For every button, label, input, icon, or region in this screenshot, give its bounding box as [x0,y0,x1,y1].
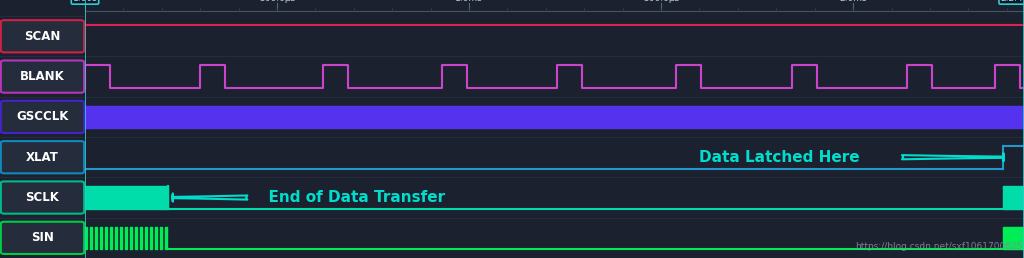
Text: 1.0ms: 1.0ms [456,0,483,3]
FancyBboxPatch shape [1,141,84,173]
FancyBboxPatch shape [1,20,84,52]
FancyBboxPatch shape [1,101,84,133]
Text: SCAN: SCAN [25,30,60,43]
Text: SIN: SIN [31,231,54,244]
FancyBboxPatch shape [1,60,84,93]
Text: XLAT: XLAT [26,151,59,164]
Text: End of Data Transfer: End of Data Transfer [258,190,445,205]
Text: https://blog.csdn.net/sxf1061700625: https://blog.csdn.net/sxf1061700625 [855,242,1022,251]
Text: SCLK: SCLK [26,191,59,204]
Text: BLANK: BLANK [20,70,65,83]
FancyBboxPatch shape [1,222,84,254]
Text: 2:2.445ms: 2:2.445ms [1000,0,1024,3]
Text: Data Latched Here: Data Latched Here [699,150,870,165]
Text: 500.0µs: 500.0µs [259,0,295,3]
Text: 0.0s: 0.0s [76,0,94,3]
FancyBboxPatch shape [1,181,84,214]
Text: 500.0µs: 500.0µs [643,0,679,3]
Text: 1:00s: 1:00s [73,0,97,3]
Text: 2.0ms: 2.0ms [840,0,867,3]
Text: GSCCLK: GSCCLK [16,110,69,123]
